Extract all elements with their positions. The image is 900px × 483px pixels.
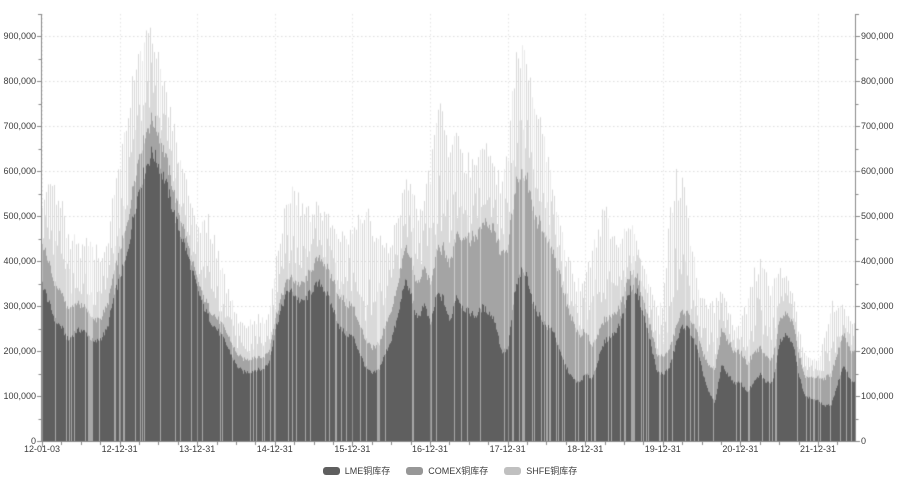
legend-swatch-shfe-icon <box>504 466 522 475</box>
y-axis-tick-label-left: 900,000 <box>3 31 36 42</box>
legend: LME铜库存 COMEX铜库存 SHFE铜库存 <box>0 464 900 477</box>
x-axis-tick-label: 15-12-31 <box>334 444 371 454</box>
x-axis-tick-label: 20-12-31 <box>722 444 759 454</box>
x-axis-tick-label: 13-12-31 <box>179 444 216 454</box>
x-axis-tick-label: 14-12-31 <box>256 444 293 454</box>
legend-item-lme: LME铜库存 <box>322 464 391 477</box>
y-axis-tick-label-left: 0 <box>30 436 36 446</box>
y-axis-tick-label-right: 100,000 <box>861 391 894 402</box>
legend-swatch-comex-icon <box>406 466 424 475</box>
y-axis-tick-label-right: 700,000 <box>861 121 894 132</box>
y-axis-tick-label-left: 500,000 <box>3 211 36 222</box>
y-axis-tick-label-left: 600,000 <box>3 166 36 177</box>
y-axis-tick-label-left: 800,000 <box>3 76 36 87</box>
y-axis-tick-label-right: 300,000 <box>861 301 894 312</box>
x-axis-tick-label: 17-12-31 <box>489 444 526 454</box>
legend-item-shfe: SHFE铜库存 <box>504 464 577 477</box>
legend-label-shfe: SHFE铜库存 <box>526 466 578 476</box>
y-axis-tick-label-right: 500,000 <box>861 211 894 222</box>
y-axis-tick-label-right: 400,000 <box>861 256 894 267</box>
legend-label-lme: LME铜库存 <box>344 466 391 476</box>
y-axis-tick-label-left: 700,000 <box>3 121 36 132</box>
x-axis-tick-label: 12-12-31 <box>101 444 138 454</box>
y-axis-tick-label-right: 800,000 <box>861 76 894 87</box>
y-axis-tick-label-right: 900,000 <box>861 31 894 42</box>
x-axis-tick-label: 19-12-31 <box>644 444 681 454</box>
y-axis-tick-label-right: 0 <box>861 436 867 446</box>
legend-label-comex: COMEX铜库存 <box>428 466 489 476</box>
x-axis-tick-label: 21-12-31 <box>799 444 837 454</box>
y-axis-tick-label-right: 600,000 <box>861 166 894 177</box>
y-axis-tick-label-left: 300,000 <box>3 301 36 312</box>
y-axis-tick-label-right: 200,000 <box>861 346 894 357</box>
legend-swatch-lme-icon <box>322 466 340 475</box>
x-axis-tick-label: 18-12-31 <box>567 444 604 454</box>
y-axis-tick-label-left: 100,000 <box>3 391 36 402</box>
x-axis-tick-label: 16-12-31 <box>411 444 449 454</box>
x-axis-tick-label: 12-01-03 <box>23 444 61 454</box>
y-axis-tick-label-left: 200,000 <box>3 346 36 357</box>
y-axis-tick-label-left: 400,000 <box>3 256 36 267</box>
legend-item-comex: COMEX铜库存 <box>406 464 488 477</box>
